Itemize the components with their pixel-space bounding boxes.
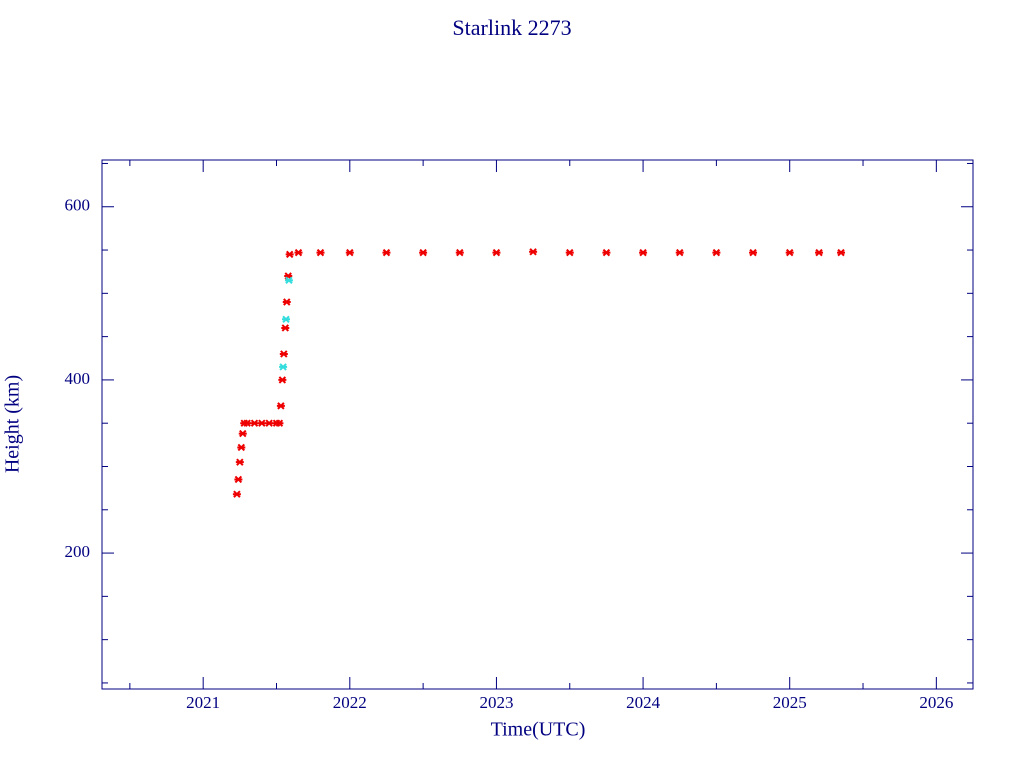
y-axis-label: Height (km) [2, 375, 24, 473]
data-point [278, 376, 287, 384]
data-point [281, 324, 290, 332]
data-point [237, 443, 246, 452]
data-point [250, 419, 259, 427]
x-tick-label: 2024 [626, 693, 661, 712]
x-tick-label: 2021 [186, 693, 220, 712]
y-tick-label: 200 [65, 542, 91, 561]
data-point [639, 248, 648, 257]
data-point [749, 248, 758, 257]
chart-title: Starlink 2273 [452, 15, 571, 40]
data-point [285, 250, 294, 259]
data-point [529, 248, 538, 256]
data-point [455, 248, 464, 257]
data-point [316, 248, 325, 257]
data-point [382, 248, 391, 257]
data-point [275, 419, 284, 427]
data-point [234, 475, 243, 484]
data-point [282, 315, 291, 324]
data-point [257, 419, 266, 427]
data-point [235, 458, 244, 466]
data-point [345, 248, 354, 257]
data-point [232, 490, 241, 498]
data-point [492, 248, 501, 257]
data-point [294, 248, 303, 257]
x-tick-label: 2026 [919, 693, 953, 712]
data-point [265, 419, 274, 427]
x-tick-label: 2023 [479, 693, 513, 712]
data-point [282, 298, 291, 306]
y-tick-label: 400 [65, 369, 91, 388]
data-point [284, 276, 293, 285]
data-point [785, 248, 794, 257]
data-point [815, 248, 824, 257]
data-point [837, 248, 846, 257]
y-tick-label: 600 [65, 196, 91, 215]
data-point [419, 248, 428, 257]
data-point [276, 402, 285, 410]
data-point [279, 350, 288, 358]
data-point [238, 429, 247, 438]
data-point [565, 248, 574, 257]
data-point [712, 248, 721, 257]
data-point [279, 363, 288, 371]
data-point [602, 248, 611, 257]
x-axis-label: Time(UTC) [491, 719, 586, 741]
data-point [675, 248, 684, 257]
x-tick-label: 2022 [333, 693, 367, 712]
x-tick-label: 2025 [773, 693, 807, 712]
data-point [243, 419, 252, 427]
plot-frame [101, 159, 974, 690]
